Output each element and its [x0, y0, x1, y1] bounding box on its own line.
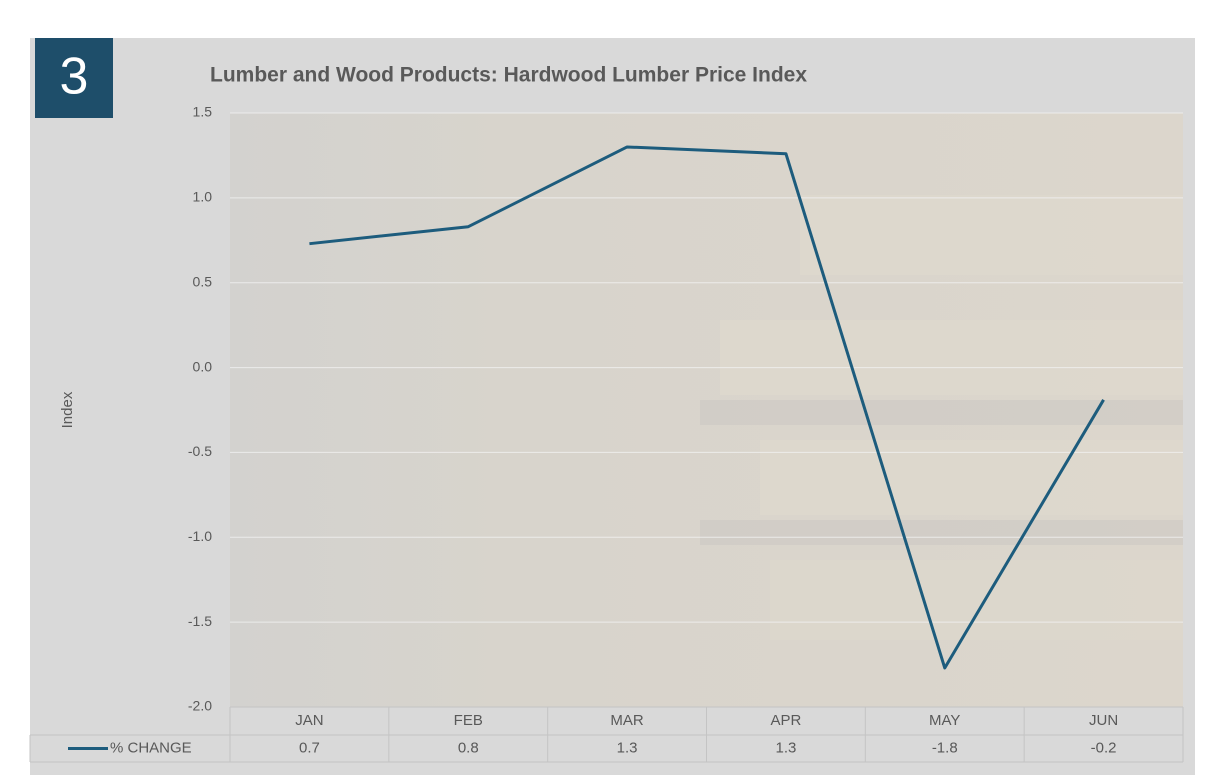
y-tick-label: -1.0: [188, 528, 212, 544]
x-tick-label: JUN: [1089, 712, 1118, 729]
badge-box: [35, 38, 113, 118]
table-value: 1.3: [775, 739, 796, 756]
x-tick-label: MAR: [610, 712, 644, 729]
table-value: 0.8: [458, 739, 479, 756]
y-tick-label: 0.0: [193, 358, 213, 374]
data-line: [309, 145, 1105, 670]
legend-label: % CHANGE: [110, 739, 192, 756]
badge: 3: [60, 48, 89, 106]
table-value: 0.7: [299, 739, 320, 756]
y-tick-label: 1.5: [193, 104, 213, 120]
plot-background: [230, 113, 1183, 707]
y-tick-label: 0.5: [193, 273, 213, 289]
y-tick-label: -0.5: [188, 443, 212, 459]
y-tick-label: -2.0: [188, 698, 212, 714]
x-tick-label: JAN: [295, 712, 323, 729]
chart-title: Lumber and Wood Products: Hardwood Lumbe…: [210, 64, 807, 87]
y-axis-label: Index: [59, 391, 76, 428]
x-tick-label: MAY: [929, 712, 960, 729]
y-tick-label: 1.0: [193, 189, 213, 205]
table-value: -0.2: [1091, 739, 1117, 756]
y-tick-label: -1.5: [188, 613, 212, 629]
table-value: -1.8: [932, 739, 958, 756]
x-tick-label: FEB: [454, 712, 483, 729]
x-tick-label: APR: [770, 712, 801, 729]
table-value: 1.3: [617, 739, 638, 756]
